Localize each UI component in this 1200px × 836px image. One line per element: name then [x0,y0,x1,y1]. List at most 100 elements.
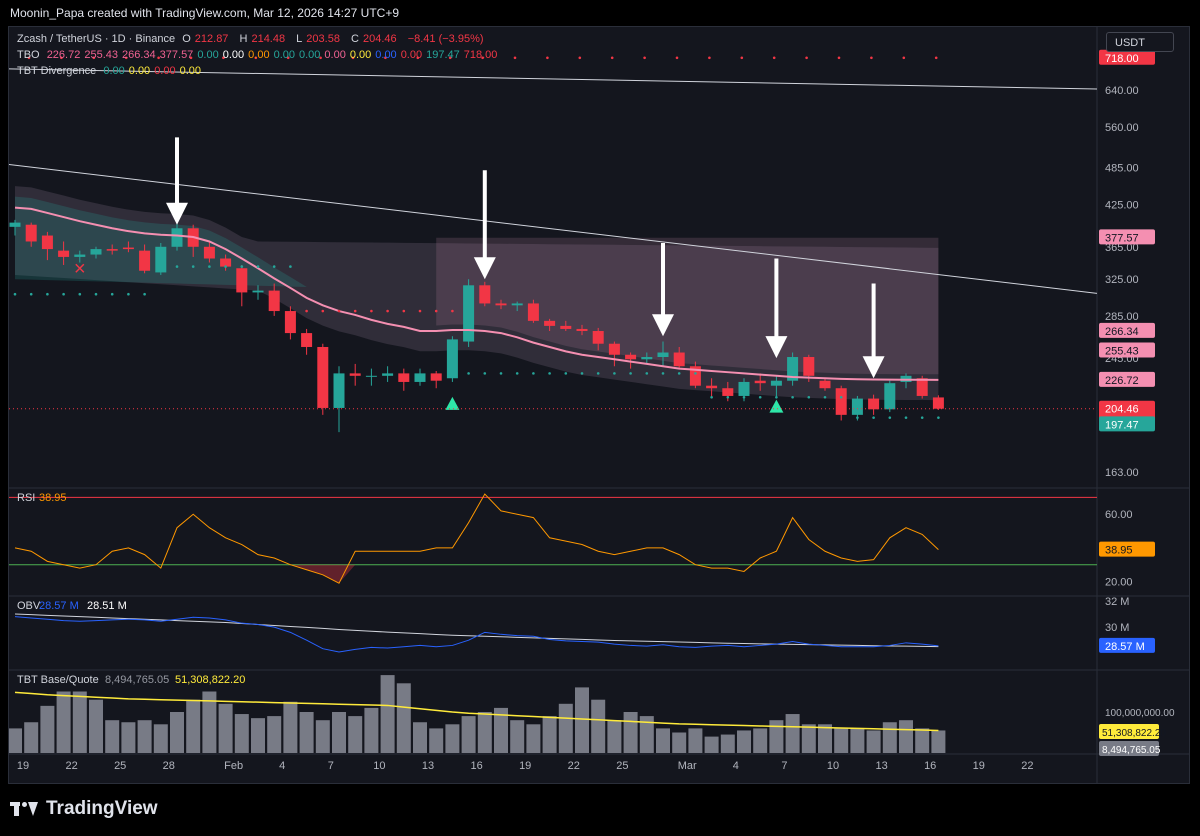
footer: TradingView [0,784,1200,836]
symbol-name: Zcash / TetherUS · 1D · Binance [17,33,176,45]
volume-bar [89,699,103,753]
candle-body [576,328,588,332]
currency-button[interactable]: USDT [1106,32,1174,52]
resistance-dot [434,309,438,313]
candle-body [284,311,296,334]
candle-body [58,250,70,257]
candle-body [252,290,264,293]
volume-bar [785,714,800,753]
candle-body [430,373,442,381]
support-dot [46,292,49,296]
candle-body [868,398,880,410]
support-dot [175,265,179,268]
divergence-value: 0.00 [103,65,125,77]
tradingview-logo[interactable]: TradingView [10,798,158,820]
support-dot [127,292,130,296]
divergence-dot [934,56,938,60]
obv-legend-value: 28.57 M [39,600,79,612]
volume-bar [769,720,784,753]
candle-body [527,303,539,321]
volume-bar [105,720,120,753]
divergence-dot [837,56,841,60]
divergence-dot [708,56,711,60]
candle-body [625,354,637,360]
price-axis-tick-label: 640.00 [1105,85,1139,97]
price-axis-tick-label: 285.00 [1105,311,1139,323]
chart-canvas[interactable]: 163.00205.00245.00285.00325.00365.00425.… [9,27,1189,783]
divergence-dot [610,56,614,60]
volume-bar [558,703,573,753]
volume-bar [364,707,379,753]
tbo-legend[interactable]: TBO 226.72 255.43 266.34 377.57 0.00 0.00 0.00… [17,48,505,62]
candle-body [803,357,815,376]
divergence-dot [870,56,873,60]
annotation-arrow-head [652,314,674,337]
divergence-dot [124,56,128,60]
support-dot [596,372,600,375]
support-dot [483,372,487,375]
tbo-value: 0.00 [349,49,372,61]
volume-bar [850,728,865,753]
divergence-legend[interactable]: TBT Divergence 0.00 0.00 0.00 0.00 [17,64,209,78]
tbo-value: 0.00 [400,49,423,61]
candle-body [479,285,491,304]
trendline-upper [9,68,1098,90]
chart-frame[interactable]: 163.00205.00245.00285.00325.00365.00425.… [8,26,1190,784]
candle-body [608,343,620,355]
support-dot [240,265,244,268]
volume-bar [24,722,39,753]
support-dot [613,372,616,375]
candle-body [9,222,21,227]
time-axis-tick-label: 22 [568,760,580,772]
volume-legend-quote: 51,308,822.20 [175,674,245,686]
support-dot [564,372,568,375]
candle-body [932,397,944,409]
volume-ma-line [14,691,939,732]
time-axis-tick-label: 22 [1021,760,1033,772]
volume-bar [494,707,508,753]
divergence-dot [319,56,322,60]
support-dot [499,372,503,375]
volume-bar [639,716,654,753]
divergence-dot [740,56,744,60]
candle-body [706,385,718,389]
divergence-values: 0.00 0.00 0.00 0.00 [103,65,205,77]
volume-bar [299,712,314,753]
tbo-value: 0.00 [324,49,346,61]
volume-bar [607,720,622,753]
divergence-dot [384,56,387,60]
support-dot [677,372,681,375]
resistance-dot [305,309,308,313]
annotation-arrow-head [862,356,885,379]
volume-bar [591,699,606,753]
tbo-cloud-bear [436,237,939,375]
candle-body [544,320,556,326]
price-label-text: 255.43 [1105,346,1139,358]
resistance-dot [451,309,454,313]
tbo-value: 0.00 [299,49,321,61]
divergence-dot [416,56,420,60]
candle-body [851,398,863,415]
divergence-dot [513,56,517,60]
support-dot [208,265,211,268]
tbo-value: 226.72 [46,49,81,61]
divergence-dot [675,56,679,60]
divergence-dot [27,56,31,60]
volume-bar [186,699,201,753]
candle-body [155,246,167,273]
volume-bar [672,732,687,753]
candle-body [787,357,799,381]
support-dot [775,395,778,399]
volume-bar [753,728,768,753]
volume-bar [413,722,427,753]
support-dot [904,416,908,419]
price-label-text: 226.72 [1105,375,1139,387]
support-dot [532,372,535,375]
price-axis-tick-label: 325.00 [1105,274,1139,286]
resistance-dot [337,309,341,313]
volume-bar [170,712,184,753]
volume-bar [737,730,751,753]
support-dot [256,265,260,268]
resistance-dot [386,309,389,313]
divergence-dot [772,56,776,60]
